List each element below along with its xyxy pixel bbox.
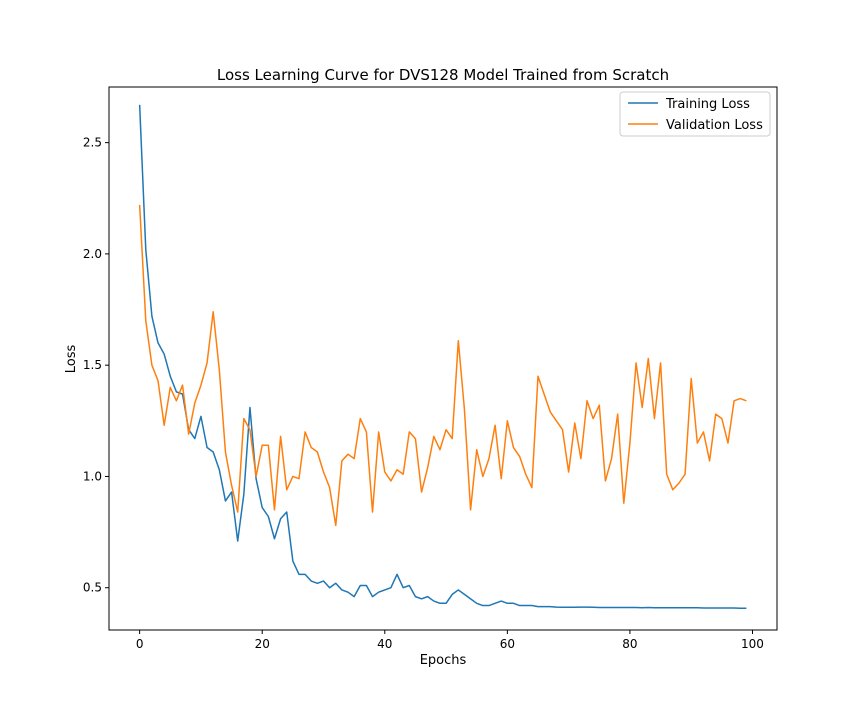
x-tick-label: 40 <box>377 637 392 651</box>
x-axis: 0 20 40 60 80 100 <box>136 630 764 651</box>
y-tick-label: 2.0 <box>83 247 102 261</box>
series-line-training-loss <box>138 104 747 609</box>
chart-title: Loss Learning Curve for DVS128 Model Tra… <box>217 66 669 84</box>
legend-label-training: Training Loss <box>665 97 750 112</box>
series-line-validation-loss <box>138 204 747 527</box>
legend-label-validation: Validation Loss <box>666 118 763 133</box>
x-tick-label: 60 <box>500 637 515 651</box>
x-tick-label: 20 <box>255 637 270 651</box>
legend: Training Loss Validation Loss <box>619 91 771 137</box>
y-tick-label: 2.5 <box>83 136 102 150</box>
x-tick-label: 80 <box>622 637 637 651</box>
y-tick-label: 0.5 <box>83 581 102 595</box>
y-tick-label: 1.0 <box>83 469 102 483</box>
x-axis-label: Epochs <box>420 653 467 668</box>
y-axis-label: Loss <box>64 345 79 374</box>
plot-frame <box>108 86 778 631</box>
x-tick-label: 100 <box>741 637 764 651</box>
series-layer <box>138 104 747 609</box>
y-tick-label: 1.5 <box>83 358 102 372</box>
x-tick-label: 0 <box>136 637 144 651</box>
y-axis: 0.5 1.0 1.5 2.0 2.5 <box>83 136 109 595</box>
